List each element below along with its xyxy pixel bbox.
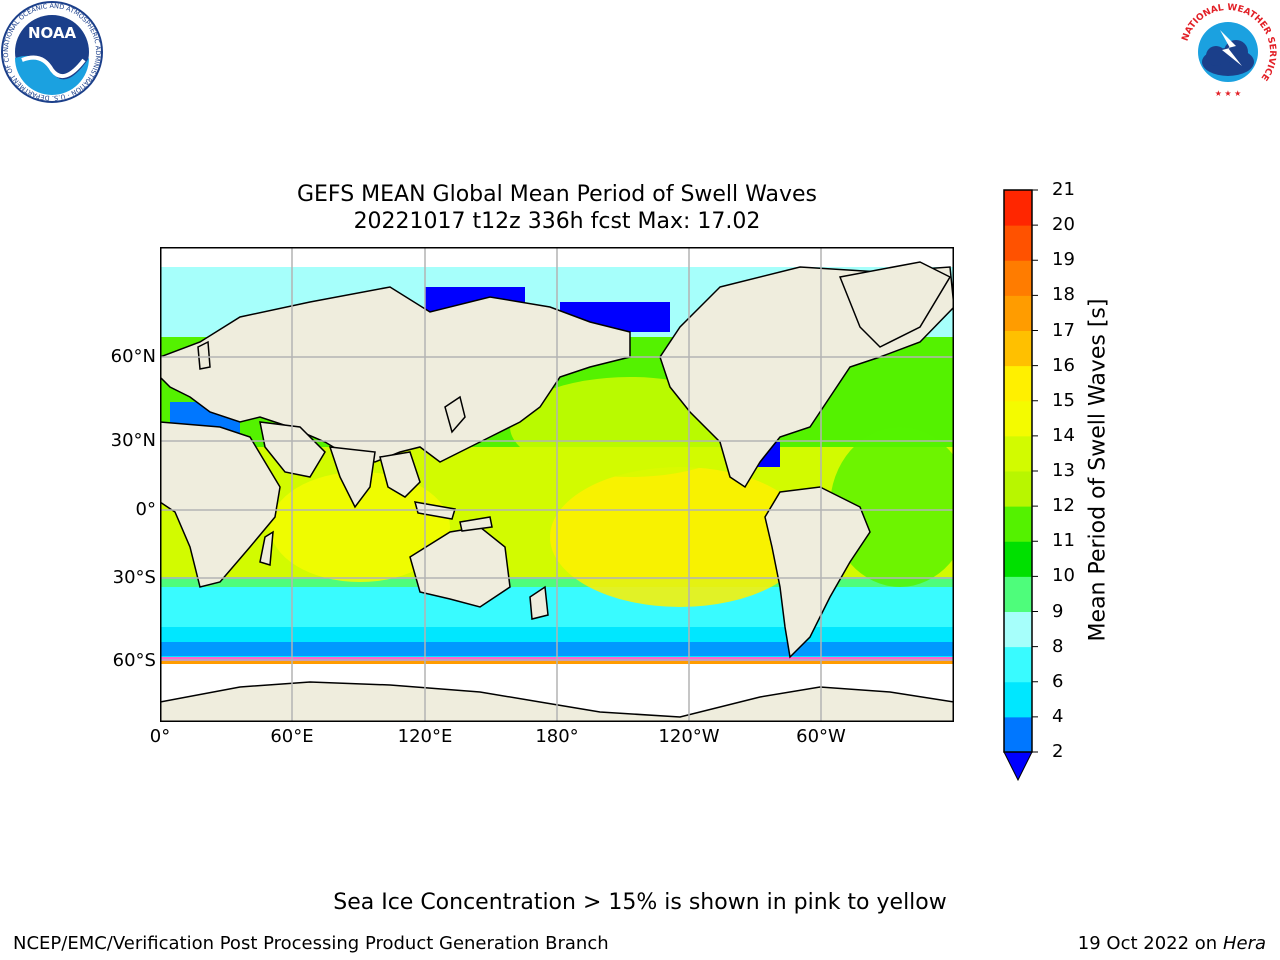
colorbar-tick-label: 20 xyxy=(1052,214,1075,236)
colorbar-segment xyxy=(1004,646,1032,683)
noaa-logo: NATIONAL OCEANIC AND ATMOSPHERIC ADMINIS… xyxy=(0,0,103,103)
colorbar-title: Mean Period of Swell Waves [s] xyxy=(1085,298,1111,642)
footer-host: Hera xyxy=(1222,933,1266,954)
footer-date-text: 19 Oct 2022 on xyxy=(1077,933,1223,954)
map-frame xyxy=(160,247,954,722)
colorbar-tick-label: 9 xyxy=(1052,600,1064,622)
colorbar-tick-label: 19 xyxy=(1052,249,1075,271)
colorbar-segment xyxy=(1004,225,1032,261)
lat-label-30n: 30°N xyxy=(110,430,156,451)
colorbar-tick-label: 18 xyxy=(1052,284,1075,306)
colorbar-segment xyxy=(1004,190,1032,226)
footer-credit: NCEP/EMC/Verification Post Processing Pr… xyxy=(13,933,609,954)
colorbar-tick-label: 10 xyxy=(1052,565,1075,587)
colorbar-tick-label: 11 xyxy=(1052,530,1075,552)
colorbar-tick-label: 21 xyxy=(1052,179,1075,200)
colorbar-tick-label: 16 xyxy=(1052,354,1075,376)
colorbar-under-arrow xyxy=(1003,751,1033,782)
colorbar-segment xyxy=(1004,330,1032,367)
lat-label-30s: 30°S xyxy=(112,567,156,588)
lat-label-60s: 60°S xyxy=(112,650,156,671)
colorbar-segment xyxy=(1004,365,1032,402)
lat-label-equator: 0° xyxy=(135,499,156,520)
colorbar-segment xyxy=(1004,716,1032,753)
map-title: GEFS MEAN Global Mean Period of Swell Wa… xyxy=(296,182,817,207)
colorbar-segment xyxy=(1004,506,1032,542)
colorbar-tick-label: 8 xyxy=(1052,635,1064,657)
colorbar xyxy=(1003,189,1038,782)
colorbar-segment xyxy=(1004,471,1032,507)
colorbar-tick-label: 6 xyxy=(1052,670,1064,692)
colorbar-tick-label: 12 xyxy=(1052,495,1075,517)
map-gridlines xyxy=(160,247,954,722)
colorbar-tick-label: 2 xyxy=(1052,741,1064,762)
noaa-logo-text: NOAA xyxy=(28,24,77,42)
lon-label-120w: 120°W xyxy=(658,726,720,747)
colorbar-tick-label: 17 xyxy=(1052,319,1075,341)
colorbar-tick-label: 4 xyxy=(1052,705,1064,727)
colorbar-segment xyxy=(1004,295,1032,331)
lon-label-60w: 60°W xyxy=(796,726,846,747)
colorbar-segment xyxy=(1004,260,1032,296)
nws-logo: NATIONAL WEATHER SERVICE ★ ★ ★ xyxy=(1178,2,1278,102)
sea-ice-note: Sea Ice Concentration > 15% is shown in … xyxy=(333,890,947,915)
lon-label-180: 180° xyxy=(535,726,579,747)
colorbar-segment xyxy=(1004,435,1032,472)
colorbar-segment xyxy=(1004,611,1032,648)
footer-date: 19 Oct 2022 on Hera xyxy=(1078,933,1266,954)
lon-label-60e: 60°E xyxy=(270,726,314,747)
svg-text:★ ★ ★: ★ ★ ★ xyxy=(1215,89,1242,98)
colorbar-tick-label: 13 xyxy=(1052,460,1075,481)
colorbar-segment xyxy=(1004,541,1032,577)
map-subtitle: 20221017 t12z 336h fcst Max: 17.02 xyxy=(353,209,761,234)
lon-label-0: 0° xyxy=(149,726,171,747)
colorbar-segment xyxy=(1004,681,1032,718)
colorbar-segment xyxy=(1004,400,1032,437)
land-masses xyxy=(160,261,954,722)
colorbar-segment xyxy=(1004,576,1032,612)
lon-label-120e: 120°E xyxy=(397,726,453,747)
colorbar-tick-label: 15 xyxy=(1052,389,1075,411)
lat-label-60n: 60°N xyxy=(110,346,156,367)
swell-period-map xyxy=(160,247,954,722)
colorbar-tick-label: 14 xyxy=(1052,424,1075,446)
